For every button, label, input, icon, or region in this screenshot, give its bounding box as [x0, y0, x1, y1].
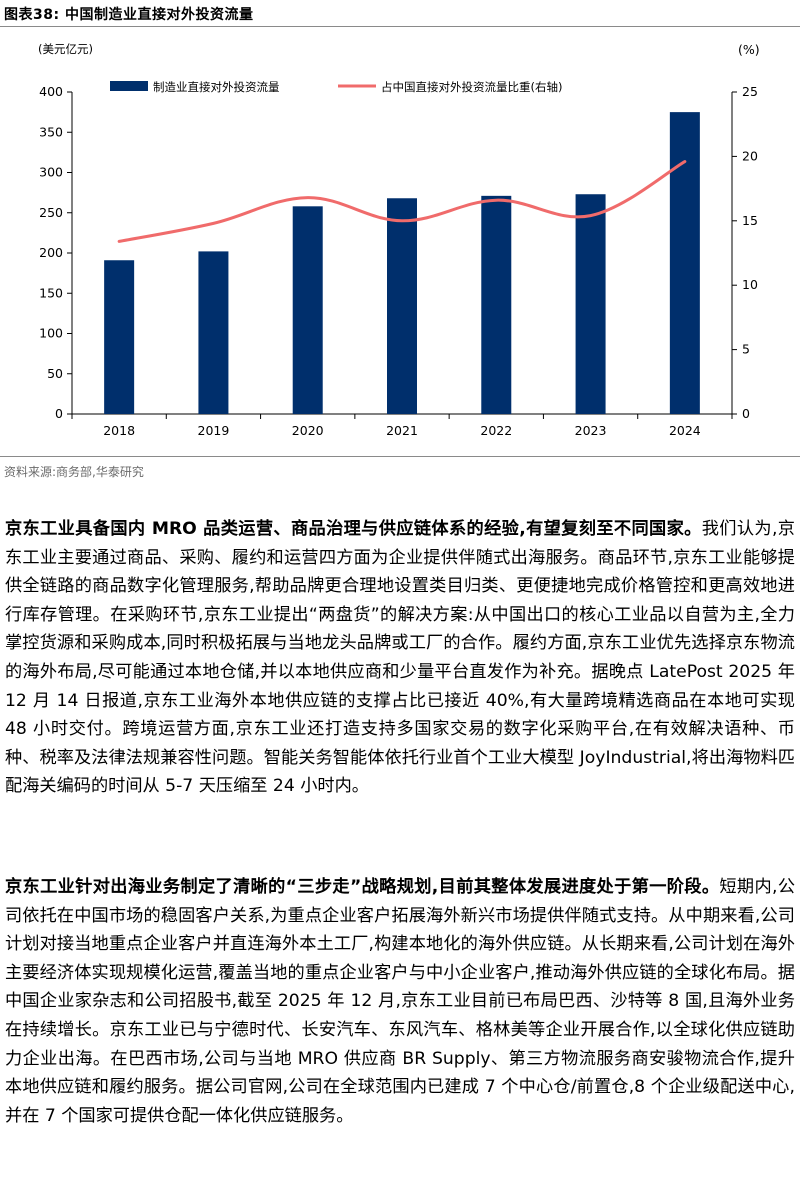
legend-line-label: 占中国直接对外投资流量比重(右轴): [381, 80, 562, 94]
right-tick-label: 20: [742, 148, 758, 163]
bar: [198, 251, 229, 414]
left-tick-label: 0: [55, 406, 63, 421]
bar: [387, 198, 417, 414]
paragraph-body: 我们认为,京东工业主要通过商品、采购、履约和运营四方面为企业提供伴随式出海服务。…: [5, 519, 795, 797]
right-tick-label: 5: [742, 342, 750, 357]
bar: [481, 195, 512, 414]
fdi-chart: 0 50 100 150 200 250 300 350 400 0 5 10 15 20 25 2018 20…: [38, 42, 760, 438]
left-tick-label: 250: [39, 205, 63, 220]
x-tick-label: 2018: [103, 423, 135, 438]
x-tick-label: 2023: [575, 423, 607, 438]
left-tick-label: 200: [39, 245, 63, 260]
bar: [292, 206, 323, 414]
left-tick-label: 150: [39, 285, 63, 300]
x-tick-label: 2019: [198, 423, 230, 438]
x-tick-label: 2024: [669, 423, 701, 438]
paragraph-body: 短期内,公司依托在中国市场的稳固客户关系,为重点企业客户拓展海外新兴市场提供伴随…: [5, 877, 796, 1126]
left-tick-label: 400: [39, 84, 63, 99]
bar-series: [104, 112, 700, 414]
x-tick-label: 2022: [480, 423, 512, 438]
x-tick-label: 2020: [292, 423, 324, 438]
right-tick-label: 0: [742, 406, 750, 421]
x-tick-label: 2021: [386, 423, 418, 438]
bar: [575, 194, 606, 414]
figure-top-rule: [0, 26, 800, 27]
left-tick-label: 50: [47, 366, 63, 381]
paragraph-overseas-experience: 京东工业具备国内 MRO 品类运营、商品治理与供应链体系的经验,有望复刻至不同国…: [5, 515, 795, 801]
left-axis-unit: (美元亿元): [38, 42, 93, 56]
bar: [669, 112, 700, 414]
right-tick-label: 10: [742, 277, 758, 292]
paragraph-three-step-strategy: 京东工业针对出海业务制定了清晰的“三步走”战略规划,目前其整体发展进度处于第一阶…: [5, 873, 795, 1130]
axis-labels: 0 50 100 150 200 250 300 350 400 0 5 10 15 20 25 2018 20…: [38, 42, 760, 438]
legend-bar-swatch: [110, 81, 148, 91]
right-tick-label: 25: [742, 84, 758, 99]
chart-legend: 制造业直接对外投资流量 占中国直接对外投资流量比重(右轴): [110, 80, 562, 94]
line-series: [117, 160, 687, 243]
left-tick-label: 350: [39, 124, 63, 139]
figure-title: 图表38: 中国制造业直接对外投资流量: [4, 7, 254, 23]
legend-bar-label: 制造业直接对外投资流量: [153, 80, 280, 94]
left-tick-label: 100: [39, 326, 63, 341]
share-line: [117, 160, 687, 243]
figure-bottom-rule: [0, 456, 800, 457]
right-tick-label: 15: [742, 213, 758, 228]
figure-source: 资料来源:商务部,华泰研究: [4, 465, 144, 479]
right-axis-unit: (%): [738, 42, 760, 57]
left-tick-label: 300: [39, 165, 63, 180]
paragraph-lead: 京东工业具备国内 MRO 品类运营、商品治理与供应链体系的经验,有望复刻至不同国…: [5, 519, 702, 539]
paragraph-lead: 京东工业针对出海业务制定了清晰的“三步走”战略规划,目前其整体发展进度处于第一阶…: [5, 877, 720, 897]
bar: [104, 260, 135, 414]
